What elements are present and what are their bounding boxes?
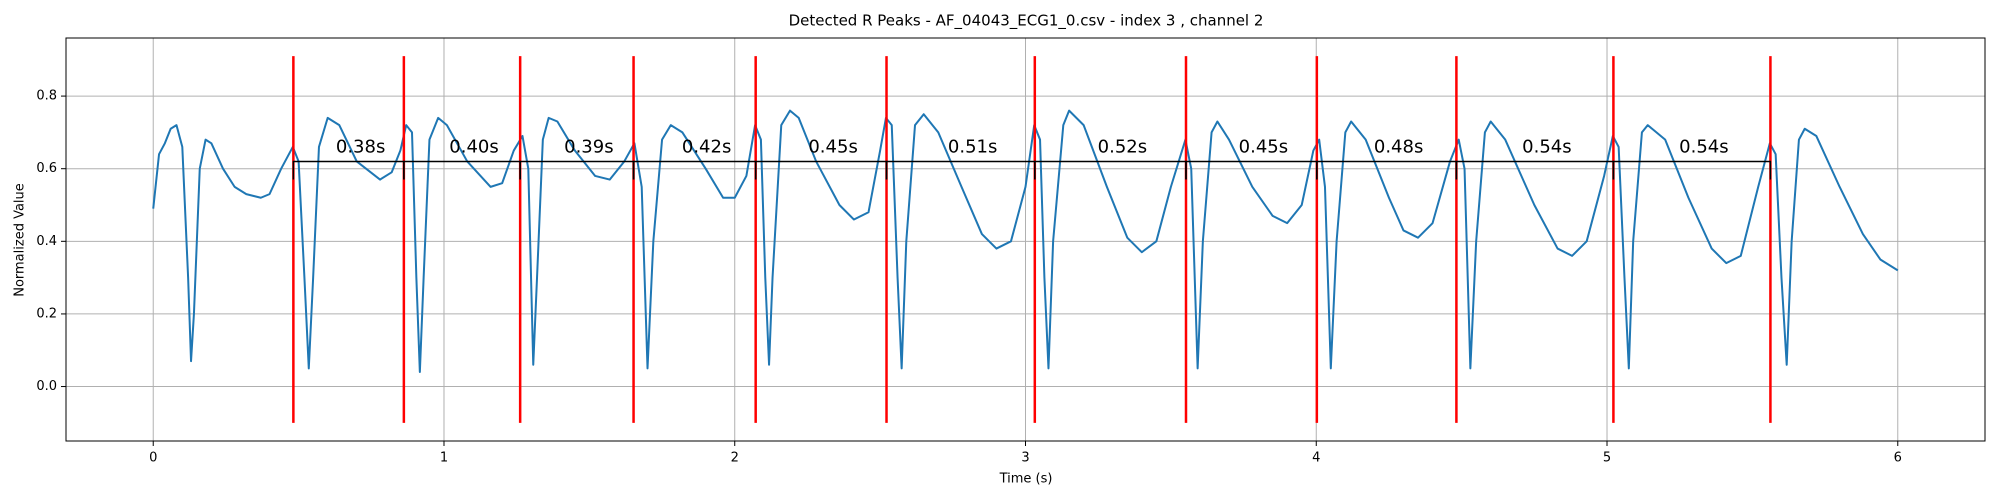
interval-label: 0.45s — [808, 136, 857, 157]
x-tick-label: 2 — [731, 451, 739, 466]
signal-line — [152, 109, 1899, 374]
x-tick-label: 4 — [1312, 451, 1320, 466]
interval-bracket — [1316, 160, 1458, 180]
interval-label: 0.54s — [1522, 136, 1571, 157]
interval-bracket — [1185, 160, 1318, 180]
y-tick-label: 0.0 — [36, 379, 57, 394]
chart-title: Detected R Peaks - AF_04043_ECG1_0.csv -… — [789, 12, 1264, 31]
interval-label: 0.48s — [1374, 136, 1423, 157]
interval-bracket — [1612, 160, 1772, 180]
x-axis-label: Time (s) — [999, 472, 1053, 487]
plot-frame — [65, 37, 1986, 442]
y-tick-label: 0.8 — [36, 89, 57, 104]
y-axis-label: Normalized Value — [13, 183, 28, 297]
x-tick-label: 0 — [149, 451, 157, 466]
interval-bracket — [885, 160, 1036, 180]
interval-bracket — [292, 160, 405, 180]
x-tick-label: 6 — [1894, 451, 1902, 466]
interval-bracket — [1034, 160, 1187, 180]
interval-label: 0.38s — [336, 136, 385, 157]
y-tick-label: 0.6 — [36, 161, 57, 176]
y-tick-label: 0.2 — [36, 306, 57, 321]
interval-label: 0.42s — [682, 136, 731, 157]
y-tick-label: 0.4 — [36, 234, 57, 249]
x-tick-label: 3 — [1021, 451, 1029, 466]
interval-label: 0.51s — [948, 136, 997, 157]
interval-label: 0.39s — [564, 136, 613, 157]
interval-label: 0.45s — [1239, 136, 1288, 157]
x-tick-label: 1 — [440, 451, 448, 466]
interval-bracket — [1455, 160, 1615, 180]
interval-bracket — [403, 160, 521, 180]
interval-label: 0.40s — [449, 136, 498, 157]
interval-bracket — [632, 160, 757, 180]
x-tick-label: 5 — [1603, 451, 1611, 466]
interval-label: 0.54s — [1679, 136, 1728, 157]
interval-label: 0.52s — [1098, 136, 1147, 157]
